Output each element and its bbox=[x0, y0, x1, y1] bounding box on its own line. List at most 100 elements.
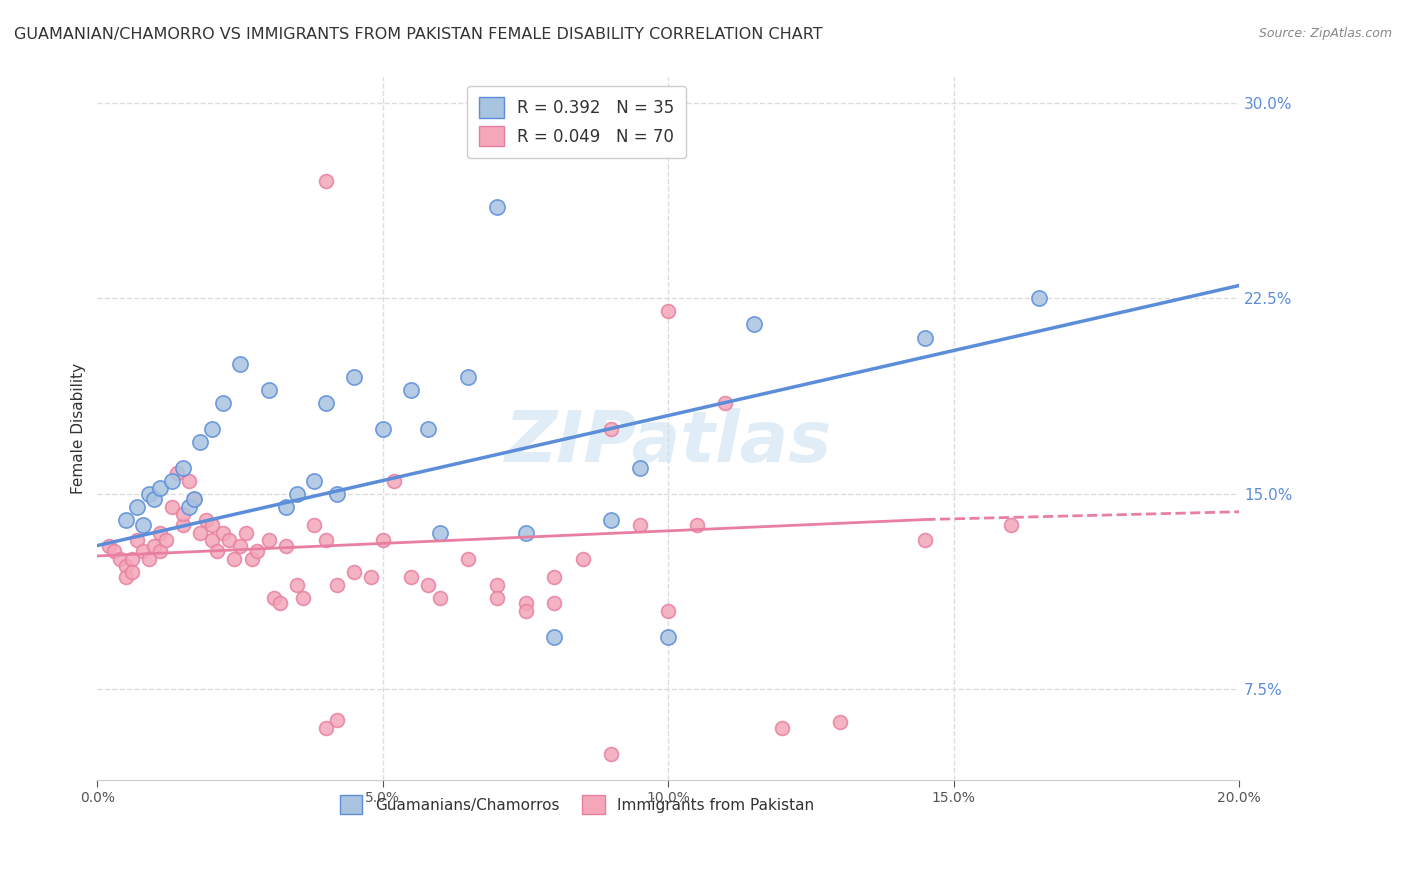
Point bbox=[343, 565, 366, 579]
Point bbox=[543, 630, 565, 644]
Point bbox=[229, 539, 252, 553]
Point bbox=[600, 747, 623, 761]
Point bbox=[828, 715, 851, 730]
Point bbox=[429, 525, 451, 540]
Point bbox=[742, 318, 765, 332]
Point bbox=[103, 543, 125, 558]
Point bbox=[143, 539, 166, 553]
Point bbox=[315, 395, 337, 409]
Point bbox=[1028, 292, 1050, 306]
Point bbox=[515, 525, 537, 540]
Point bbox=[246, 543, 269, 558]
Point bbox=[274, 539, 297, 553]
Point bbox=[600, 421, 623, 435]
Point bbox=[132, 543, 155, 558]
Point bbox=[138, 551, 160, 566]
Point bbox=[657, 630, 679, 644]
Point bbox=[543, 570, 565, 584]
Point bbox=[401, 570, 423, 584]
Point bbox=[200, 517, 222, 532]
Point bbox=[212, 525, 235, 540]
Point bbox=[485, 201, 508, 215]
Point bbox=[183, 491, 205, 506]
Point bbox=[257, 533, 280, 548]
Point bbox=[138, 486, 160, 500]
Point bbox=[121, 551, 143, 566]
Point bbox=[657, 603, 679, 617]
Point bbox=[360, 570, 382, 584]
Y-axis label: Female Disability: Female Disability bbox=[72, 363, 86, 494]
Point bbox=[194, 512, 217, 526]
Point bbox=[401, 383, 423, 397]
Text: GUAMANIAN/CHAMORRO VS IMMIGRANTS FROM PAKISTAN FEMALE DISABILITY CORRELATION CHA: GUAMANIAN/CHAMORRO VS IMMIGRANTS FROM PA… bbox=[14, 27, 823, 42]
Point bbox=[160, 474, 183, 488]
Point bbox=[127, 500, 149, 514]
Point bbox=[121, 565, 143, 579]
Point bbox=[285, 486, 308, 500]
Point bbox=[485, 591, 508, 605]
Point bbox=[172, 508, 194, 522]
Point bbox=[274, 500, 297, 514]
Point bbox=[914, 533, 936, 548]
Point bbox=[240, 551, 263, 566]
Point bbox=[172, 517, 194, 532]
Point bbox=[200, 421, 222, 435]
Point bbox=[160, 500, 183, 514]
Point bbox=[304, 474, 326, 488]
Point bbox=[155, 533, 177, 548]
Point bbox=[127, 533, 149, 548]
Point bbox=[263, 591, 285, 605]
Point bbox=[714, 395, 737, 409]
Point bbox=[149, 481, 172, 495]
Point bbox=[177, 500, 200, 514]
Point bbox=[326, 713, 349, 727]
Point bbox=[115, 570, 138, 584]
Point bbox=[914, 330, 936, 344]
Point bbox=[418, 577, 440, 591]
Point bbox=[183, 491, 205, 506]
Point bbox=[229, 357, 252, 371]
Point bbox=[97, 539, 120, 553]
Point bbox=[457, 369, 479, 384]
Point bbox=[628, 517, 651, 532]
Point bbox=[143, 491, 166, 506]
Point bbox=[371, 421, 394, 435]
Point bbox=[188, 434, 211, 449]
Point bbox=[543, 596, 565, 610]
Point bbox=[188, 525, 211, 540]
Point bbox=[207, 543, 229, 558]
Point bbox=[772, 721, 794, 735]
Point bbox=[382, 474, 405, 488]
Point bbox=[218, 533, 240, 548]
Point bbox=[515, 596, 537, 610]
Point bbox=[257, 383, 280, 397]
Point bbox=[304, 517, 326, 532]
Point bbox=[285, 577, 308, 591]
Point bbox=[235, 525, 257, 540]
Point bbox=[224, 551, 246, 566]
Point bbox=[108, 551, 131, 566]
Point bbox=[149, 525, 172, 540]
Point bbox=[326, 577, 349, 591]
Point bbox=[166, 466, 188, 480]
Point bbox=[315, 721, 337, 735]
Point bbox=[485, 577, 508, 591]
Point bbox=[149, 543, 172, 558]
Point bbox=[115, 512, 138, 526]
Point bbox=[371, 533, 394, 548]
Point bbox=[115, 559, 138, 574]
Text: ZIPatlas: ZIPatlas bbox=[505, 408, 832, 477]
Point bbox=[418, 421, 440, 435]
Point bbox=[1000, 517, 1022, 532]
Point bbox=[515, 603, 537, 617]
Point bbox=[315, 174, 337, 188]
Point bbox=[200, 533, 222, 548]
Point bbox=[291, 591, 314, 605]
Point bbox=[571, 551, 593, 566]
Point bbox=[429, 591, 451, 605]
Point bbox=[177, 474, 200, 488]
Point bbox=[686, 517, 709, 532]
Point bbox=[343, 369, 366, 384]
Point bbox=[457, 551, 479, 566]
Point bbox=[326, 486, 349, 500]
